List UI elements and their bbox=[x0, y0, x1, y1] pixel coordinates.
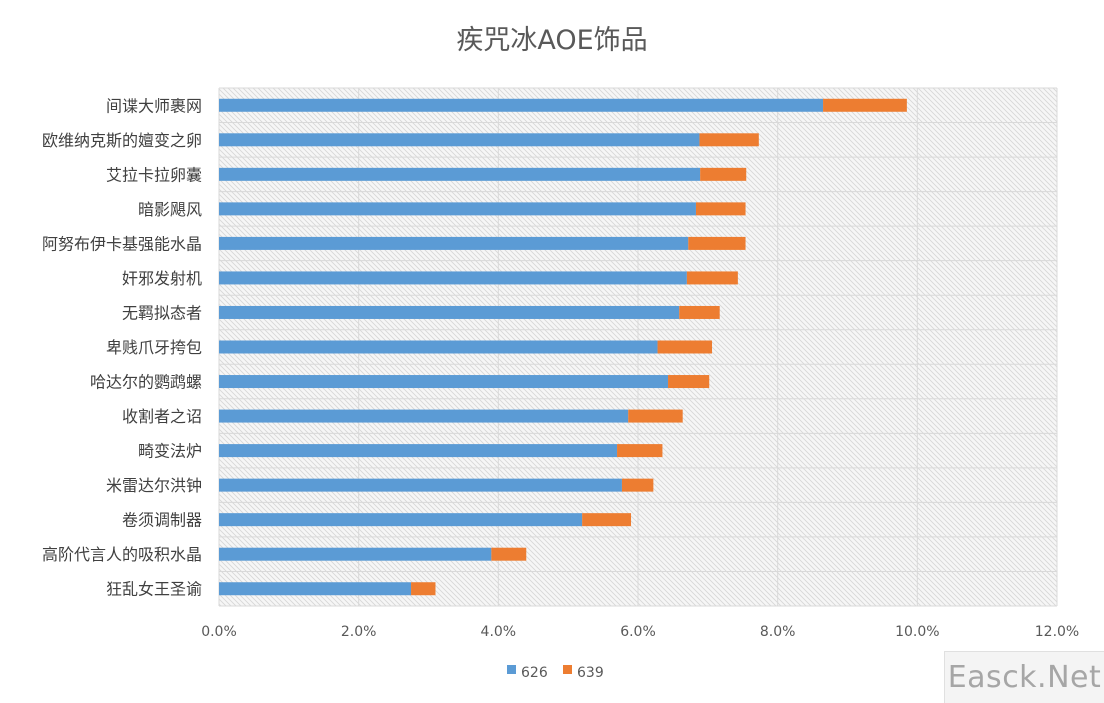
bar-series-1 bbox=[411, 582, 436, 596]
x-tick-label: 4.0% bbox=[481, 624, 517, 640]
chart-title: 疾咒冰AOE饰品 bbox=[456, 25, 647, 56]
category-label: 狂乱女王圣谕 bbox=[106, 580, 202, 599]
bar-series-0 bbox=[219, 582, 412, 596]
bar-series-1 bbox=[688, 236, 746, 250]
legend-label: 626 bbox=[521, 665, 548, 681]
legend-label: 639 bbox=[577, 665, 604, 681]
bar-series-1 bbox=[582, 513, 632, 527]
legend-swatch bbox=[563, 665, 572, 674]
bar-series-1 bbox=[679, 305, 720, 319]
bar-series-0 bbox=[219, 202, 696, 216]
bar-series-1 bbox=[695, 202, 746, 216]
category-label: 欧维纳克斯的嬗变之卵 bbox=[42, 131, 202, 150]
category-label: 暗影飓风 bbox=[138, 200, 202, 219]
category-label: 奸邪发射机 bbox=[122, 269, 202, 288]
bar-series-1 bbox=[491, 547, 527, 561]
category-label: 哈达尔的鹦鹉螺 bbox=[90, 373, 202, 392]
bar-series-1 bbox=[668, 375, 710, 389]
category-label: 卑贱爪牙挎包 bbox=[106, 338, 202, 357]
bar-series-0 bbox=[219, 98, 824, 112]
category-labels: 间谍大师裹网欧维纳克斯的嬗变之卵艾拉卡拉卵囊暗影飓风阿努布伊卡基强能水晶奸邪发射… bbox=[42, 96, 202, 598]
bar-series-0 bbox=[219, 444, 618, 458]
x-tick-label: 0.0% bbox=[201, 624, 237, 640]
x-tick-label: 6.0% bbox=[620, 624, 656, 640]
legend-swatch bbox=[507, 665, 516, 674]
bar-series-0 bbox=[219, 133, 700, 147]
bar-series-0 bbox=[219, 409, 629, 423]
category-label: 高阶代言人的吸积水晶 bbox=[42, 545, 202, 564]
bar-series-1 bbox=[686, 271, 738, 285]
category-label: 间谍大师裹网 bbox=[106, 96, 202, 115]
bar-series-1 bbox=[699, 133, 759, 147]
legend: 626 639 bbox=[507, 665, 604, 681]
bar-series-1 bbox=[628, 409, 683, 423]
bar-series-1 bbox=[621, 478, 654, 492]
x-tick-labels: 0.0% 2.0% 4.0% 6.0% 8.0% 10.0% 12.0% bbox=[201, 624, 1079, 640]
bar-series-1 bbox=[700, 167, 747, 181]
bar-series-0 bbox=[219, 547, 492, 561]
category-label: 阿努布伊卡基强能水晶 bbox=[42, 234, 202, 253]
x-tick-label: 2.0% bbox=[341, 624, 377, 640]
bars bbox=[219, 98, 907, 596]
watermark: Easck.Net bbox=[944, 651, 1104, 703]
category-label: 无羁拟态者 bbox=[122, 303, 202, 322]
category-label: 米雷达尔洪钟 bbox=[106, 476, 202, 495]
bar-series-0 bbox=[219, 478, 622, 492]
bar-series-1 bbox=[823, 98, 907, 112]
category-label: 卷须调制器 bbox=[122, 511, 202, 530]
bar-series-0 bbox=[219, 513, 583, 527]
category-label: 收割者之诏 bbox=[122, 407, 202, 426]
bar-series-0 bbox=[219, 236, 689, 250]
x-tick-label: 10.0% bbox=[895, 624, 939, 640]
bar-series-0 bbox=[219, 271, 687, 285]
bar-series-0 bbox=[219, 340, 658, 354]
bar-series-0 bbox=[219, 305, 680, 319]
category-label: 畸变法炉 bbox=[138, 442, 202, 461]
bar-series-0 bbox=[219, 375, 669, 389]
bar-series-1 bbox=[657, 340, 713, 354]
x-tick-label: 8.0% bbox=[760, 624, 796, 640]
category-label: 艾拉卡拉卵囊 bbox=[106, 165, 202, 184]
bar-series-1 bbox=[617, 444, 663, 458]
bar-series-0 bbox=[219, 167, 701, 181]
x-tick-label: 12.0% bbox=[1035, 624, 1079, 640]
